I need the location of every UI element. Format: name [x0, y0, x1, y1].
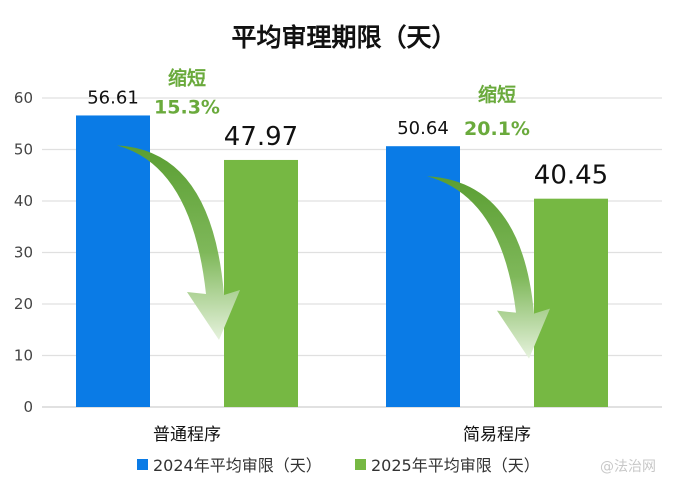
annotation-value: 20.1%: [464, 118, 530, 140]
annotation-label: 缩短: [478, 83, 516, 106]
y-tick-label: 30: [14, 244, 33, 262]
data-label: 40.45: [534, 161, 608, 191]
y-tick-label: 0: [23, 398, 33, 416]
data-label: 50.64: [397, 118, 449, 139]
y-tick-label: 40: [14, 192, 33, 210]
annotation-label: 缩短: [168, 66, 206, 89]
annotation-value: 15.3%: [154, 96, 220, 118]
y-tick-label: 60: [14, 89, 33, 107]
bar: [386, 146, 460, 408]
data-label: 47.97: [224, 122, 298, 152]
x-category-label: 普通程序: [153, 425, 221, 445]
chart-title: 平均审理期限（天）: [231, 23, 456, 52]
legend-swatch: [355, 459, 366, 470]
y-tick-label: 50: [14, 141, 33, 159]
decrease-arrow: [427, 176, 550, 359]
legend-swatch: [137, 459, 148, 470]
y-tick-label: 10: [14, 347, 33, 365]
bar: [534, 198, 608, 407]
legend-label: 2025年平均审限（天）: [371, 456, 540, 475]
watermark: @法治网: [600, 459, 656, 475]
y-tick-label: 20: [14, 295, 33, 313]
x-category-label: 简易程序: [463, 425, 531, 445]
bar: [76, 115, 150, 408]
bar: [224, 159, 298, 407]
legend-label: 2024年平均审限（天）: [153, 456, 322, 475]
decrease-arrow: [117, 145, 240, 340]
data-label: 56.61: [87, 87, 139, 108]
